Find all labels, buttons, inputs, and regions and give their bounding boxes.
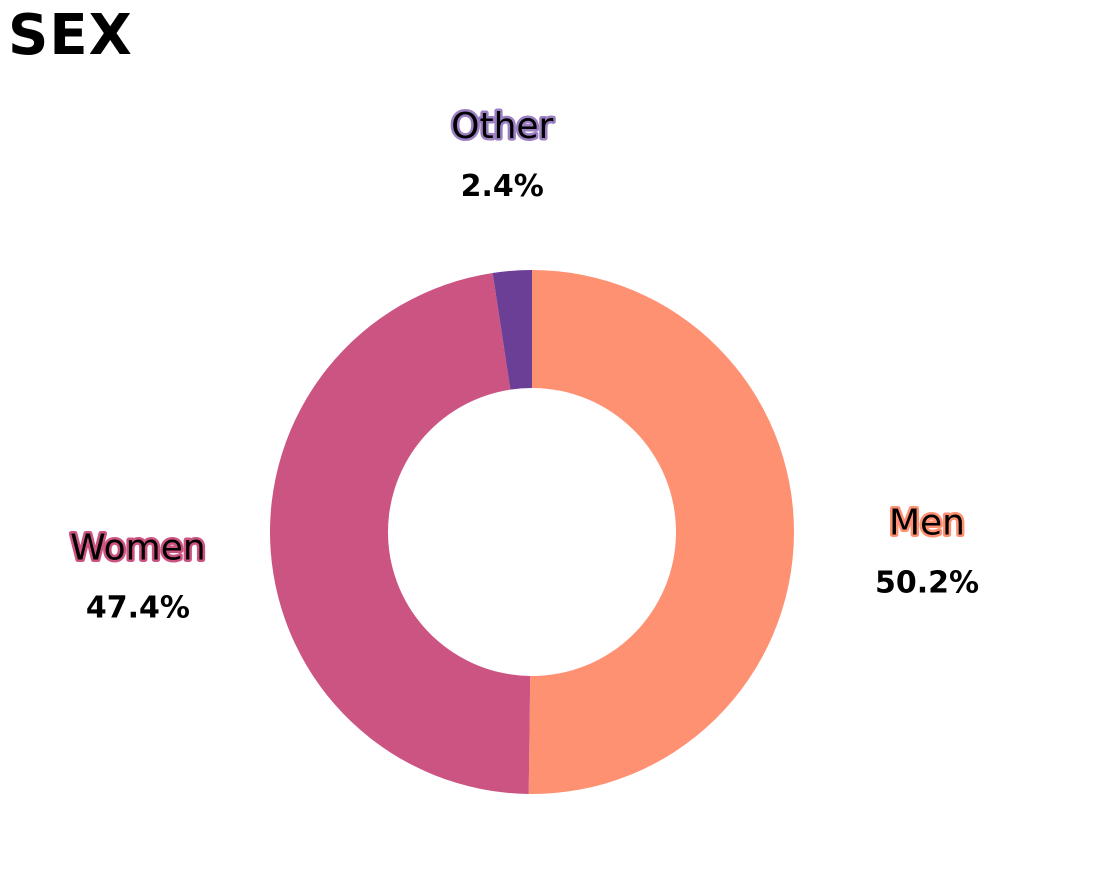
slice-value-women: 47.4% bbox=[86, 590, 190, 625]
slice-labels: Men 50.2% Women 47.4% Other 2.4% bbox=[68, 104, 979, 626]
donut-slices bbox=[270, 269, 795, 794]
slice-label-other: Other bbox=[451, 106, 553, 147]
chart-title: SEX bbox=[8, 3, 133, 68]
slice-value-men: 50.2% bbox=[875, 565, 979, 600]
slice-women bbox=[270, 272, 531, 794]
slice-value-other: 2.4% bbox=[461, 169, 544, 204]
slice-label-men: Men bbox=[889, 502, 965, 543]
slice-other bbox=[492, 270, 532, 390]
slice-label-women: Women bbox=[70, 527, 206, 568]
slice-men bbox=[528, 269, 795, 794]
